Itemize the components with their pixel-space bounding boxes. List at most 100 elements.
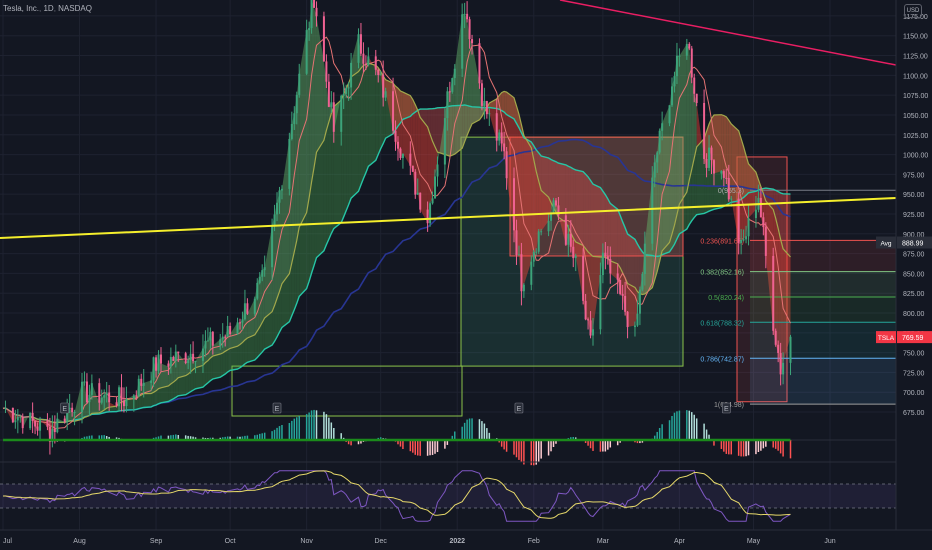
- cloud-segment: [783, 248, 791, 363]
- candle-body: [604, 252, 607, 257]
- cloud-segment: [568, 166, 571, 233]
- cloud-segment: [227, 348, 231, 373]
- candle-body: [446, 91, 449, 119]
- price-tag-label: TSLA: [878, 335, 895, 342]
- cloud-segment: [694, 146, 697, 218]
- candle-body: [522, 284, 525, 292]
- price-tick-label: 750.00: [903, 351, 925, 358]
- candle-body: [308, 28, 311, 31]
- candle-body: [103, 394, 106, 398]
- candle-body: [710, 147, 713, 161]
- candle-body: [221, 336, 224, 340]
- cloud-segment: [262, 317, 265, 353]
- candle-body: [520, 254, 523, 292]
- candle-body: [209, 331, 212, 341]
- cloud-segment: [548, 157, 552, 203]
- candle-body: [98, 383, 101, 403]
- candle-body: [137, 378, 140, 397]
- candle-body: [276, 202, 279, 215]
- interval-label[interactable]: 1D: [43, 4, 54, 13]
- candle-body: [201, 348, 204, 361]
- cloud-segment: [205, 360, 208, 385]
- cloud-segment: [299, 212, 307, 297]
- earnings-icon: [60, 402, 70, 414]
- candle-body: [517, 254, 520, 256]
- candle-body: [513, 178, 516, 231]
- candle-body: [174, 351, 177, 361]
- cloud-segment: [156, 388, 159, 405]
- candle-body: [169, 356, 172, 367]
- trend-lines[interactable]: [0, 0, 897, 239]
- cloud-segment: [625, 227, 628, 284]
- candle-body: [90, 383, 93, 395]
- cloud-segment: [136, 396, 139, 410]
- candle-body: [118, 387, 121, 407]
- candle-body: [419, 192, 422, 210]
- cloud-segment: [427, 126, 431, 224]
- cloud-segment: [378, 67, 381, 155]
- candle-body: [85, 381, 88, 403]
- cloud-segment: [674, 214, 677, 245]
- candle-body: [280, 188, 283, 191]
- time-axis[interactable]: Jul Aug Sep Oct Nov Dec 2022 Feb Mar Apr May Jun: [0, 529, 932, 545]
- cloud-segment: [696, 138, 705, 215]
- candle-body: [204, 340, 207, 349]
- cloud-segment: [360, 65, 364, 185]
- fib-label: 0(955.3): [718, 188, 744, 195]
- cloud-segment: [311, 0, 315, 182]
- cloud-segment: [467, 105, 470, 136]
- cloud-segment: [590, 254, 594, 336]
- candle-body: [658, 130, 661, 153]
- candle-body: [261, 270, 264, 277]
- candle-body: [656, 152, 659, 163]
- time-tick-label: May: [747, 538, 761, 545]
- candle-body: [653, 162, 656, 178]
- cloud-segment: [170, 382, 174, 401]
- cloud-segment: [590, 180, 594, 257]
- candle-body: [592, 329, 595, 336]
- earnings-label: E: [62, 406, 67, 413]
- candle-body: [167, 363, 170, 367]
- cloud-segment: [691, 158, 695, 221]
- cloud-segment: [178, 353, 186, 378]
- cloud-segment: [533, 159, 537, 253]
- cloud-segment: [202, 362, 206, 388]
- price-tag-value-bg: [897, 331, 932, 344]
- price-axis[interactable]: 675.00700.00725.00750.00775.00800.00825.…: [895, 0, 932, 530]
- earnings-icon: [722, 402, 731, 414]
- candle-body: [132, 395, 135, 400]
- candle-body: [379, 74, 382, 76]
- candle-body: [574, 255, 577, 259]
- price-tick-label: 875.00: [903, 252, 925, 259]
- candle-body: [463, 13, 466, 15]
- cloud-segment: [314, 152, 317, 266]
- candle-body: [601, 252, 604, 276]
- cloud-segment: [402, 92, 411, 166]
- candle-body: [443, 118, 446, 165]
- candle-body: [258, 276, 261, 283]
- cloud-segment: [709, 118, 712, 212]
- candle-body: [678, 55, 681, 57]
- cloud-segment: [437, 118, 445, 165]
- candle-body: [236, 322, 239, 334]
- time-tick-label: Sep: [150, 538, 163, 545]
- fib-zone: [750, 240, 896, 272]
- cloud-segment: [518, 113, 522, 292]
- candle-body: [152, 357, 155, 381]
- candle-body: [340, 95, 343, 132]
- cloud-segment: [689, 48, 692, 180]
- candle-body: [643, 243, 646, 274]
- candle-body: [172, 356, 175, 361]
- cloud-segment: [230, 346, 238, 371]
- cloud-segment: [706, 124, 710, 168]
- cloud-segment: [175, 377, 179, 398]
- cloud-segment: [435, 146, 438, 177]
- cloud-segment: [375, 65, 379, 161]
- fib-zone: [750, 322, 896, 359]
- fib-zone: [750, 296, 896, 323]
- currency-badge[interactable]: USD: [904, 4, 922, 18]
- cloud-segment: [294, 94, 297, 252]
- cloud-segment: [479, 83, 482, 120]
